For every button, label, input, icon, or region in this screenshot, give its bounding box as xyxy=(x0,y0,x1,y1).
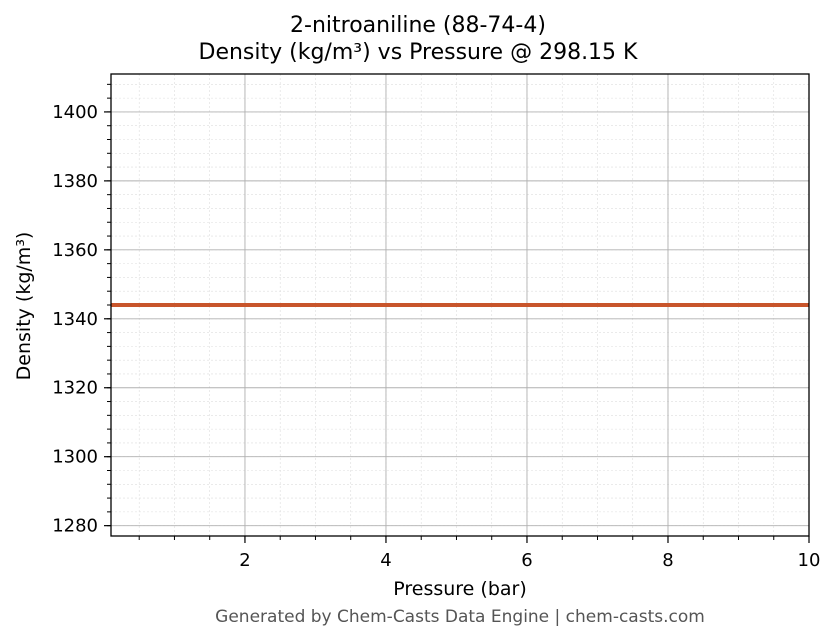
major-grid xyxy=(111,74,810,536)
x-tick-label: 8 xyxy=(662,550,673,571)
axis-ticks xyxy=(104,83,810,543)
x-tick-label: 6 xyxy=(521,550,532,571)
footer-credit: Generated by Chem-Casts Data Engine | ch… xyxy=(215,607,705,627)
y-tick-label: 1360 xyxy=(52,240,98,261)
chart-subtitle: Density (kg/m³) vs Pressure @ 298.15 K xyxy=(198,40,638,65)
y-tick-label: 1400 xyxy=(52,102,98,123)
chart-title: 2-nitroaniline (88-74-4) xyxy=(290,13,546,38)
y-tick-label: 1320 xyxy=(52,378,98,399)
y-tick-label: 1280 xyxy=(52,516,98,537)
x-tick-label: 10 xyxy=(798,550,821,571)
x-axis-label: Pressure (bar) xyxy=(393,578,527,600)
y-tick-label: 1380 xyxy=(52,171,98,192)
x-tick-label: 4 xyxy=(380,550,391,571)
x-tick-label: 2 xyxy=(239,550,250,571)
y-tick-label: 1300 xyxy=(52,447,98,468)
y-axis-label: Density (kg/m³) xyxy=(13,232,35,381)
tick-labels: 2 4 6 8 10 1280 1300 1320 1340 1360 1380 1400 xyxy=(52,102,820,571)
y-tick-label: 1340 xyxy=(52,309,98,330)
